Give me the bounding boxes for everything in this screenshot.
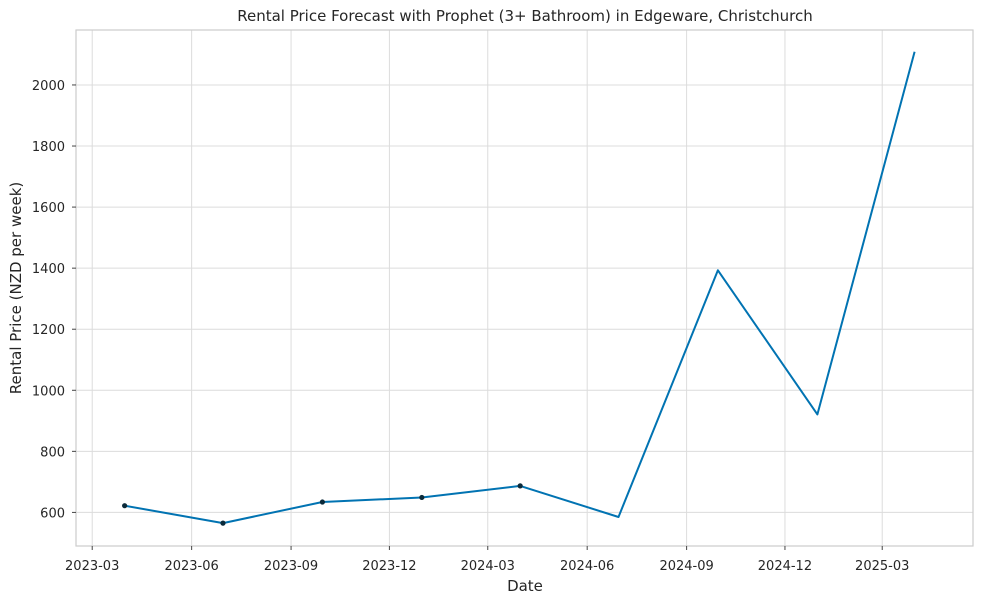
- observed-point-2024-03-31: [517, 483, 523, 489]
- axes: 2023-03 2023-06 2023-09 2023-12 2024-03 2024-…: [32, 79, 909, 574]
- y-tick-label-600: 600: [40, 506, 65, 521]
- y-tick-label-800: 800: [40, 445, 65, 460]
- y-tick-label-1200: 1200: [32, 323, 65, 338]
- chart-title: Rental Price Forecast with Prophet (3+ B…: [237, 7, 813, 25]
- y-axis-label: Rental Price (NZD per week): [7, 182, 25, 394]
- observed-point-2023-03-31: [122, 503, 128, 509]
- forecast-line: [124, 51, 916, 525]
- x-tick-label-2023-09: 2023-09: [264, 559, 318, 574]
- y-tick-label-2000: 2000: [32, 79, 65, 94]
- y-tick-label-1400: 1400: [32, 262, 65, 277]
- x-tick-label-2023-03: 2023-03: [65, 559, 119, 574]
- y-tick-label-1600: 1600: [32, 201, 65, 216]
- x-tick-label-2024-12: 2024-12: [758, 559, 812, 574]
- x-tick-label-2025-03: 2025-03: [855, 559, 909, 574]
- observed-point-2023-12-31: [419, 494, 425, 501]
- observed-point-2023-06-30: [220, 520, 226, 526]
- y-tick-label-1000: 1000: [32, 384, 65, 399]
- x-tick-label-2023-06: 2023-06: [164, 559, 218, 574]
- plot-frame: [75, 29, 974, 547]
- x-axis-label: Date: [507, 577, 543, 595]
- data-layer: [122, 51, 916, 526]
- x-tick-label-2023-12: 2023-12: [362, 559, 416, 574]
- grid: [76, 30, 973, 546]
- y-tick-label-1800: 1800: [32, 140, 65, 155]
- observed-point-2023-09-30: [319, 499, 326, 505]
- x-tick-label-2024-06: 2024-06: [560, 559, 614, 574]
- x-tick-label-2024-03: 2024-03: [461, 559, 515, 574]
- x-tick-label-2024-09: 2024-09: [659, 559, 713, 574]
